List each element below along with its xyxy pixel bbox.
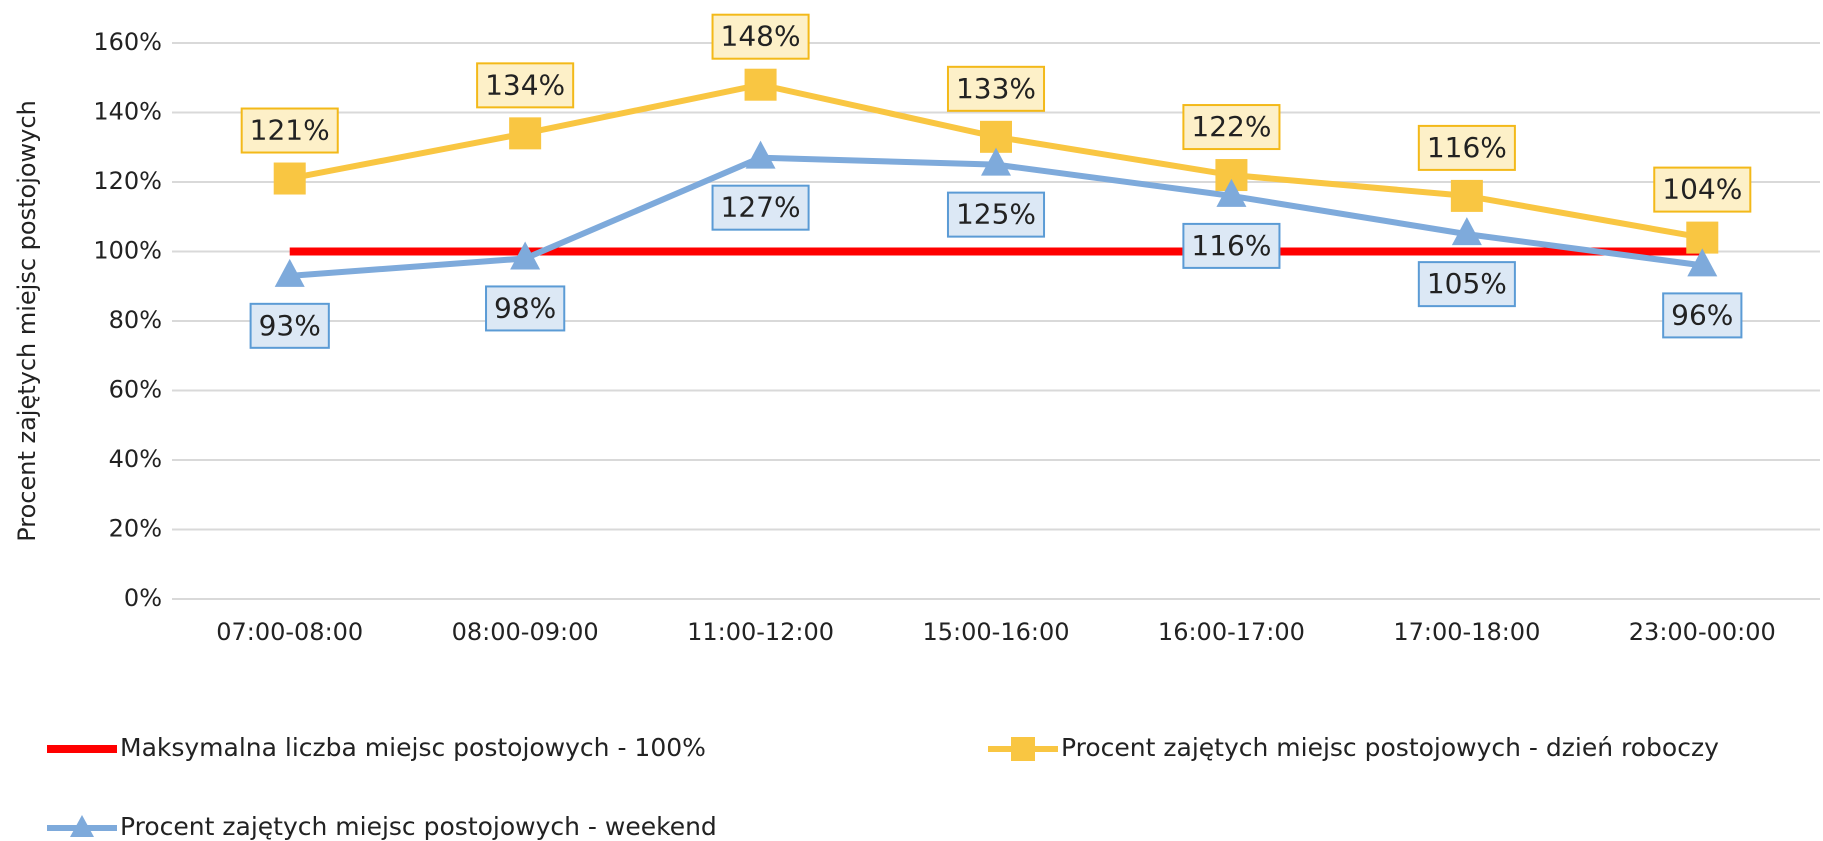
value-label-box	[946, 65, 1046, 112]
marker	[981, 147, 1011, 176]
y-tick-label: 100%	[93, 237, 162, 265]
marker	[273, 162, 306, 195]
legend-label: Procent zajętych miejsc postojowych - dz…	[1061, 733, 1719, 762]
marker	[274, 258, 305, 287]
marker	[509, 117, 542, 150]
value-label: 96%	[1671, 298, 1733, 331]
value-label-box	[711, 13, 810, 60]
value-label: 121%	[250, 114, 330, 147]
value-label-box	[476, 62, 575, 109]
y-tick-label: 40%	[109, 445, 162, 473]
marker	[1687, 248, 1718, 277]
value-label-box	[711, 184, 810, 231]
value-label: 125%	[956, 198, 1036, 231]
legend-label: Procent zajętych miejsc postojowych - we…	[120, 812, 717, 841]
value-label: 127%	[721, 191, 801, 224]
value-label-box	[946, 191, 1046, 238]
y-tick-label: 160%	[93, 28, 162, 56]
x-tick-label: 11:00-12:00	[687, 618, 834, 646]
marker	[1216, 178, 1247, 207]
x-tick-label: 23:00-00:00	[1629, 618, 1776, 646]
marker	[510, 241, 541, 270]
value-label-box	[1653, 166, 1752, 213]
marker	[1686, 221, 1719, 254]
value-label-box	[485, 285, 566, 332]
value-label: 133%	[956, 72, 1036, 105]
value-label-box	[1182, 222, 1281, 269]
marker	[980, 120, 1012, 153]
x-tick-label: 16:00-17:00	[1158, 618, 1305, 646]
value-label-box	[1417, 124, 1516, 171]
x-tick-label: 08:00-09:00	[452, 618, 599, 646]
marker	[1451, 217, 1482, 246]
value-label-box	[249, 302, 330, 349]
y-tick-label: 80%	[109, 306, 162, 334]
value-label: 98%	[494, 291, 556, 324]
value-label: 134%	[485, 68, 565, 101]
x-tick-label: 07:00-08:00	[216, 618, 363, 646]
legend-marker	[1011, 737, 1035, 761]
value-label-box	[1182, 104, 1281, 151]
y-axis-label: Procent zajętych miejsc postojowych	[13, 100, 41, 542]
value-label: 104%	[1662, 173, 1742, 206]
value-label: 116%	[1427, 131, 1507, 164]
value-label: 122%	[1191, 110, 1271, 143]
y-tick-label: 140%	[93, 98, 162, 126]
y-tick-label: 0%	[124, 584, 162, 612]
value-label-box	[240, 107, 339, 154]
marker	[744, 68, 777, 101]
value-label-box	[1417, 261, 1516, 308]
value-label: 148%	[721, 20, 801, 53]
value-label: 116%	[1191, 229, 1271, 262]
y-tick-label: 20%	[109, 515, 162, 543]
value-label-box	[1662, 292, 1743, 339]
x-tick-label: 17:00-18:00	[1393, 618, 1540, 646]
legend-label: Maksymalna liczba miejsc postojowych - 1…	[120, 733, 706, 762]
marker	[1450, 179, 1483, 212]
y-tick-label: 60%	[109, 376, 162, 404]
x-tick-label: 15:00-16:00	[923, 618, 1070, 646]
legend-marker	[70, 815, 94, 837]
value-label: 105%	[1427, 267, 1507, 300]
value-label: 93%	[259, 309, 321, 342]
y-tick-label: 120%	[93, 167, 162, 195]
marker	[745, 140, 776, 169]
